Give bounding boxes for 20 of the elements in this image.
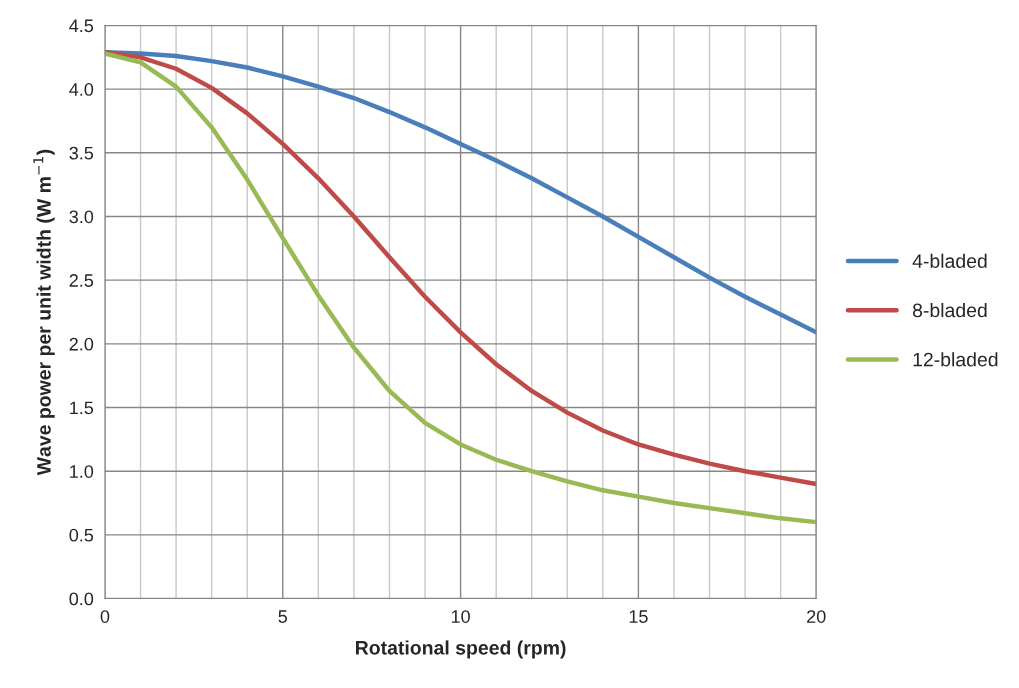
y-axis-title: Wave power per unit width (W m$^{−1}$) [33,149,55,476]
y-tick-label: 0.5 [69,528,94,542]
x-tick-label: 10 [451,610,470,623]
y-tick-label: 2.5 [69,274,94,287]
y-tick-label: 3.0 [69,210,94,224]
x-tick-label: 0 [100,610,110,623]
x-axis-title: Rotational speed (rpm) [356,640,566,659]
x-tick-label: 20 [807,610,826,623]
y-tick-label: 0.0 [69,592,94,606]
legend-label: 4-bladed [912,253,987,268]
y-tick-label: 4.0 [69,83,94,96]
y-tick-label: 4.5 [69,19,94,33]
y-tick-label: 1.5 [70,401,94,415]
y-tick-label: 2.0 [69,337,94,351]
x-tick-label: 5 [278,610,288,623]
x-tick-label: 15 [629,610,648,623]
legend-label: 8-bladed [912,302,987,318]
y-tick-label: 1.0 [70,465,94,478]
legend-label: 12-bladed [913,352,998,367]
y-tick-label: 3.5 [69,146,94,160]
